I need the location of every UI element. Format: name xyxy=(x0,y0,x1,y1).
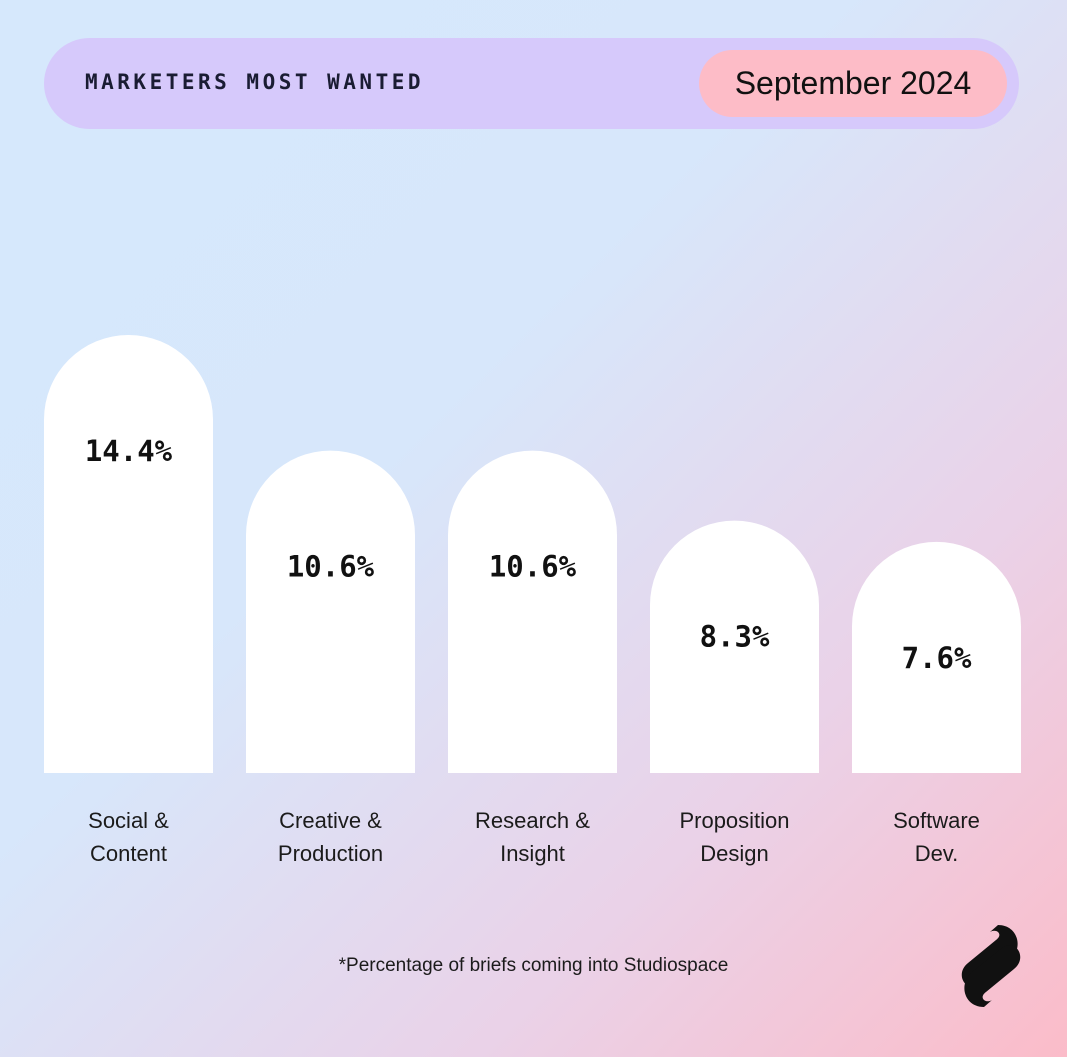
date-badge: September 2024 xyxy=(699,50,1007,117)
bar-1 xyxy=(246,450,415,773)
category-label-line: Insight xyxy=(500,841,565,866)
header-pill: MARKETERS MOST WANTED September 2024 xyxy=(44,38,1019,129)
bar-chart: 14.4% 10.6% 10.6% 8.3% 7.6% xyxy=(44,335,1021,773)
chart-title: MARKETERS MOST WANTED xyxy=(85,70,425,94)
category-label-line: Research & xyxy=(475,808,590,833)
category-label: Creative & Production xyxy=(236,804,426,870)
category-label: Research & Insight xyxy=(438,804,628,870)
bar-0 xyxy=(44,335,213,773)
bar-value-label: 10.6% xyxy=(287,550,375,584)
bar-value-label: 8.3% xyxy=(700,620,770,654)
bar-value-label: 14.4% xyxy=(85,434,173,468)
category-label-line: Dev. xyxy=(914,841,959,866)
category-label: Social & Content xyxy=(34,804,224,870)
category-label: Proposition Design xyxy=(640,804,830,870)
category-label: Software Dev. xyxy=(842,804,1032,870)
category-label-line: Design xyxy=(700,841,769,866)
bar-value-label: 7.6% xyxy=(902,641,972,675)
category-label-line: Content xyxy=(89,841,168,866)
studiospace-logo-icon xyxy=(961,925,1021,1007)
category-label-line: Social & xyxy=(88,808,169,833)
bar-2 xyxy=(448,450,617,773)
bar-4 xyxy=(852,541,1021,773)
category-label-line: Software xyxy=(893,808,980,833)
bar-3 xyxy=(650,520,819,773)
category-label-line: Production xyxy=(277,841,384,866)
bar-value-label: 10.6% xyxy=(489,550,577,584)
category-label-line: Proposition xyxy=(679,808,790,833)
footnote: *Percentage of briefs coming into Studio… xyxy=(338,955,729,976)
category-label-line: Creative & xyxy=(279,808,382,833)
